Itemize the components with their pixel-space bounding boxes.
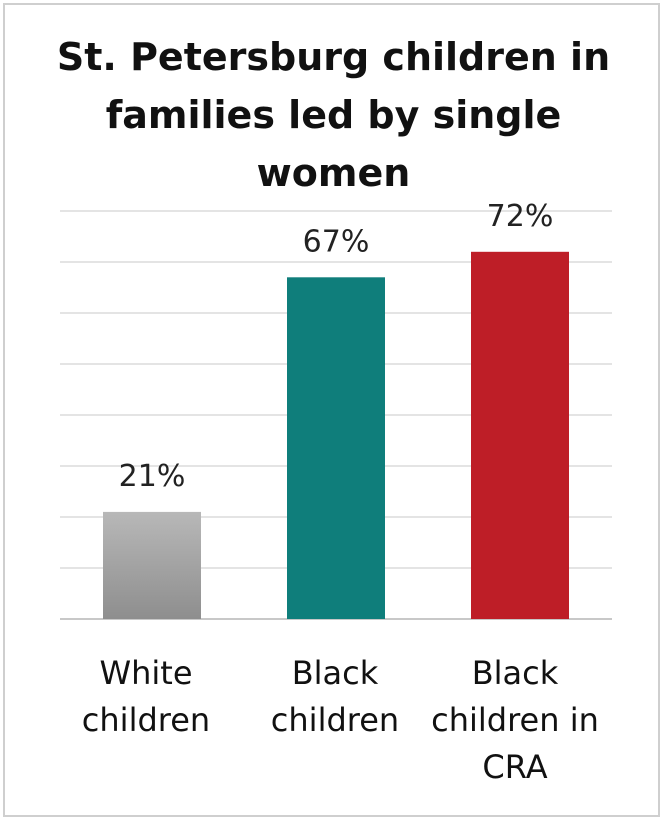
bars bbox=[103, 251, 569, 620]
data-label-black-children: 67% bbox=[303, 224, 370, 259]
data-label-white-children: 21% bbox=[119, 459, 186, 494]
bar-white-children bbox=[103, 511, 201, 619]
data-label-black-children-in-cra: 72% bbox=[487, 199, 554, 234]
bar-black-children bbox=[287, 277, 385, 619]
chart-title: St. Petersburg children in families led … bbox=[56, 35, 611, 195]
category-label-black-children-in-cra: Black children in CRA bbox=[431, 654, 599, 786]
category-label-black-children: Black children bbox=[270, 654, 400, 739]
category-label-white-children: White children bbox=[81, 654, 211, 739]
data-labels: 21% 67% 72% bbox=[119, 199, 554, 494]
bar-black-children-in-cra bbox=[471, 251, 569, 620]
